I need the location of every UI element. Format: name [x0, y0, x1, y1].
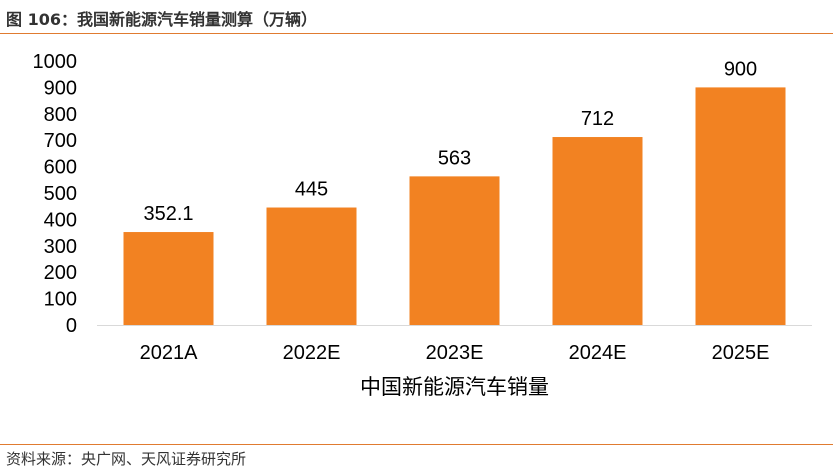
y-tick-label: 400 — [44, 209, 77, 231]
y-tick-label: 200 — [44, 262, 77, 284]
x-axis-title: 中国新能源汽车销量 — [360, 376, 549, 399]
bar — [266, 207, 357, 325]
x-tick-label: 2024E — [569, 342, 627, 364]
y-tick-label: 100 — [44, 289, 77, 311]
y-tick-label: 300 — [44, 236, 77, 258]
x-tick-label: 2021A — [140, 342, 198, 364]
bar — [123, 232, 214, 325]
figure-caption: 图 106：我国新能源汽车销量测算（万辆） — [6, 10, 317, 29]
y-tick-label: 600 — [44, 157, 77, 179]
source-divider — [0, 444, 833, 445]
y-tick-label: 800 — [44, 104, 77, 126]
x-axis-ticks: 2021A 2022E 2023E 2024E 2025E — [140, 342, 770, 364]
bar — [695, 87, 786, 326]
bar-value-label: 563 — [438, 147, 471, 169]
caption-divider — [0, 33, 833, 34]
source-note: 资料来源：央广网、天风证券研究所 — [6, 450, 247, 468]
x-tick-label: 2023E — [426, 342, 484, 364]
y-axis-ticks: 0 100 200 300 400 500 600 700 800 900 1000 — [33, 51, 78, 337]
y-tick-label: 1000 — [33, 51, 78, 73]
y-tick-label: 0 — [66, 315, 77, 337]
x-tick-label: 2025E — [712, 342, 770, 364]
x-tick-label: 2022E — [283, 342, 341, 364]
bar-value-label: 352.1 — [143, 203, 193, 225]
bar-value-label: 712 — [581, 108, 614, 130]
y-tick-label: 700 — [44, 130, 77, 152]
y-tick-label: 500 — [44, 183, 77, 205]
bars-group — [123, 87, 786, 326]
y-tick-label: 900 — [44, 77, 77, 99]
bar-value-label: 445 — [295, 179, 328, 201]
bar-value-label: 900 — [724, 58, 757, 80]
bar-chart: 0 100 200 300 400 500 600 700 800 900 1000 352.1 44… — [33, 51, 812, 399]
bar — [409, 176, 500, 325]
value-labels-group: 352.1 445 563 712 900 — [143, 58, 757, 225]
bar — [552, 137, 643, 325]
